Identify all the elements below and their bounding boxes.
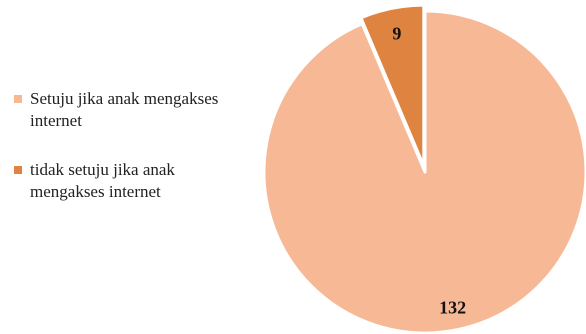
pie-slice-tidak-setuju xyxy=(359,3,426,168)
chart-legend: Setuju jika anak mengakses internet tida… xyxy=(14,88,224,203)
pie-slice-setuju xyxy=(262,9,586,334)
legend-label-tidak-setuju: tidak setuju jika anak mengakses interne… xyxy=(30,160,175,201)
data-label-setuju: 132 xyxy=(439,298,466,318)
legend-item-tidak-setuju: tidak setuju jika anak mengakses interne… xyxy=(14,159,224,203)
data-label-tidak-setuju: 9 xyxy=(392,24,401,44)
legend-item-setuju: Setuju jika anak mengakses internet xyxy=(14,88,224,132)
legend-swatch-tidak-setuju xyxy=(14,166,22,174)
legend-swatch-setuju xyxy=(14,95,22,103)
legend-label-setuju: Setuju jika anak mengakses internet xyxy=(30,89,219,130)
